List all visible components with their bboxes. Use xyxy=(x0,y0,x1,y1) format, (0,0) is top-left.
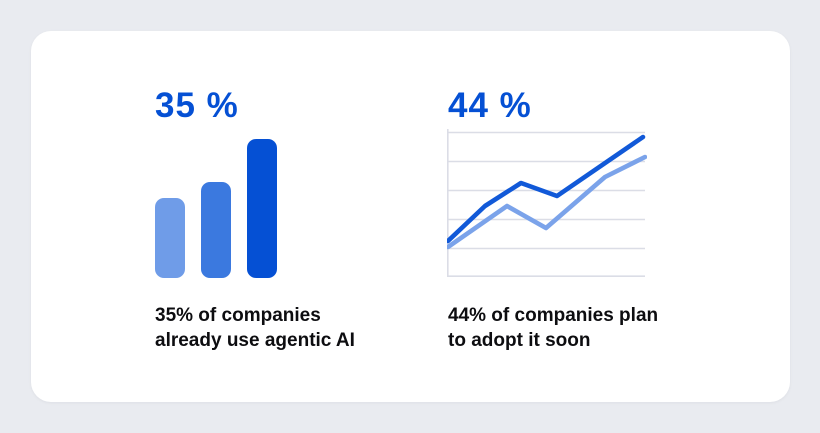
stat-value-adoption-planned: 44 % xyxy=(448,86,532,125)
stats-card: 35 % 35% of companies already use agenti… xyxy=(31,31,790,402)
bar-chart-bar-2 xyxy=(201,182,231,278)
line-chart-planned-adoption xyxy=(447,129,647,277)
caption-adoption-planned: 44% of companies plan to adopt it soon xyxy=(448,303,658,353)
caption-line-2: already use agentic AI xyxy=(155,330,355,351)
line-series-dark xyxy=(447,134,646,244)
caption-adoption-current: 35% of companies already use agentic AI xyxy=(155,303,355,353)
caption-line-1: 35% of companies xyxy=(155,305,321,326)
bar-chart-adoption xyxy=(155,139,277,278)
caption-line-2: to adopt it soon xyxy=(448,330,591,351)
line-chart-svg xyxy=(447,129,647,277)
bar-chart-bar-1 xyxy=(155,198,185,278)
bar-chart-bar-3 xyxy=(247,139,277,278)
caption-line-1: 44% of companies plan xyxy=(448,305,659,326)
line-series-light xyxy=(447,154,647,250)
stat-value-adoption-current: 35 % xyxy=(155,86,239,125)
